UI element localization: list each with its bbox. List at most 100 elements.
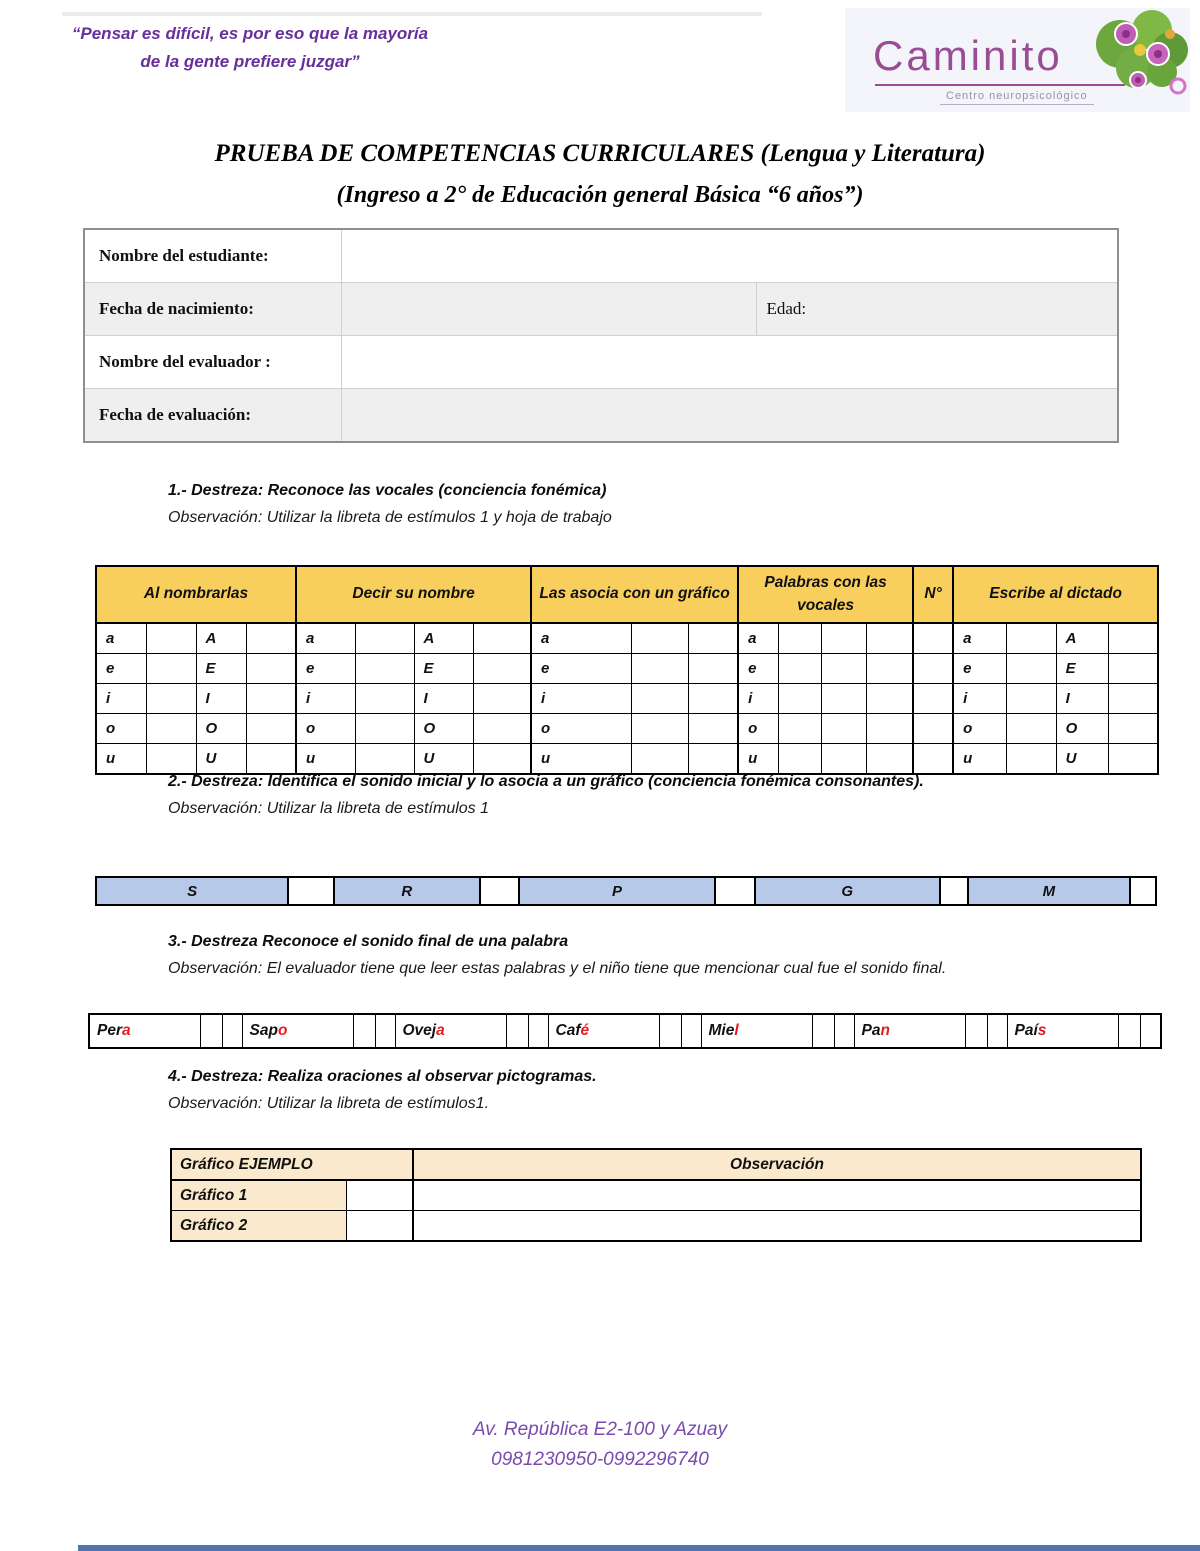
student-name-label: Nombre del estudiante: (83, 228, 342, 283)
score-cell (354, 653, 415, 684)
score-cell (630, 653, 689, 684)
section1-observation: Observación: Utilizar la libreta de estí… (168, 509, 612, 526)
score-cell (145, 622, 197, 654)
word-cafe: Café (547, 1013, 660, 1049)
final-letter: a (436, 1022, 445, 1039)
vowel-lower: i (295, 683, 356, 714)
final-letter: a (122, 1022, 131, 1039)
final-letter: o (277, 1022, 288, 1039)
score-cell (820, 622, 867, 654)
vowel-upper: U (1055, 743, 1109, 775)
eval-date-field (340, 388, 1119, 443)
col-header-asocia-grafico: Las asocia con un gráfico (530, 565, 739, 624)
section2-heading: 2.- Destreza: Identifica el sonido inici… (168, 773, 924, 790)
vowel-lower: u (737, 743, 779, 775)
score-cell (221, 1013, 243, 1049)
info-row-student-name: Nombre del estudiante: (83, 228, 1119, 283)
score-cell (687, 713, 739, 744)
vowel-lower: e (530, 653, 632, 684)
score-cell (1005, 743, 1057, 775)
logo-underline (875, 84, 1125, 86)
score-cell (1005, 653, 1057, 684)
score-cell (145, 743, 197, 775)
evaluator-label: Nombre del evaluador : (83, 335, 342, 389)
vowel-lower: i (530, 683, 632, 714)
score-cell (472, 743, 532, 775)
vowel-upper: O (1055, 713, 1109, 744)
score-cell (1107, 713, 1159, 744)
vowel-lower: e (737, 653, 779, 684)
scan-artifact-line (62, 12, 762, 16)
vowel-upper: E (1055, 653, 1109, 684)
score-cell (245, 683, 297, 714)
vowel-upper: A (413, 622, 474, 654)
score-cell (480, 878, 521, 904)
section2-observation: Observación: Utilizar la libreta de estí… (168, 800, 490, 817)
score-cell (820, 653, 867, 684)
header-quote: “Pensar es difícil, es por eso que la ma… (40, 20, 460, 76)
section4-observation: Observación: Utilizar la libreta de estí… (168, 1095, 490, 1112)
vowel-lower: u (95, 743, 147, 775)
score-cell (245, 743, 297, 775)
quote-line-2: de la gente prefiere juzgar” (140, 52, 360, 72)
score-cell (630, 713, 689, 744)
score-cell (777, 622, 822, 654)
footer-address: Av. República E2-100 y Azuay (472, 1419, 728, 1440)
section1-heading: 1.- Destreza: Reconoce las vocales (conc… (168, 482, 607, 499)
score-cell (1131, 878, 1156, 904)
score-cell (472, 653, 532, 684)
word-pais: País (1006, 1013, 1119, 1049)
score-cell (986, 1013, 1008, 1049)
score-cell (145, 683, 197, 714)
eval-date-label: Fecha de evaluación: (83, 388, 342, 443)
score-cell (472, 683, 532, 714)
score-cell (1005, 683, 1057, 714)
vowel-lower: o (95, 713, 147, 744)
score-cell (352, 1013, 376, 1049)
score-cell (687, 622, 739, 654)
score-cell (1107, 683, 1159, 714)
logo-subtitle: Centro neuropsicológico (940, 90, 1094, 105)
score-cell (687, 683, 739, 714)
vowel-upper: A (195, 622, 247, 654)
numero-cell (912, 653, 954, 684)
word-pera: Pera (88, 1013, 201, 1049)
word-oveja: Oveja (394, 1013, 507, 1049)
col-header-al-nombrarlas: Al nombrarlas (94, 565, 297, 624)
score-cell (345, 1179, 414, 1211)
vowel-lower: a (737, 622, 779, 654)
score-cell (777, 653, 822, 684)
vowel-upper: U (413, 743, 474, 775)
score-cell (1107, 622, 1159, 654)
vowel-lower: e (295, 653, 356, 684)
consonant-cell-s: S (97, 878, 290, 904)
score-cell (658, 1013, 682, 1049)
vowel-upper: O (195, 713, 247, 744)
consonant-cell-p: P (520, 878, 716, 904)
evaluator-field (340, 335, 1119, 389)
score-cell (820, 743, 867, 775)
quote-line-1: “Pensar es difícil, es por eso que la ma… (71, 24, 429, 43)
score-cell (630, 622, 689, 654)
vowel-lower: u (295, 743, 356, 775)
footer-phones: 0981230950-0992296740 (491, 1449, 709, 1471)
score-cell (1005, 713, 1057, 744)
score-cell (777, 683, 822, 714)
observacion-header: Observación (412, 1148, 1142, 1181)
col-header-decir-su-nombre: Decir su nombre (295, 565, 532, 624)
score-cell (245, 713, 297, 744)
score-cell (374, 1013, 396, 1049)
vowel-lower: u (952, 743, 1007, 775)
score-cell (820, 683, 867, 714)
vowel-lower: u (530, 743, 632, 775)
vowel-lower: a (295, 622, 356, 654)
vowel-lower: e (952, 653, 1007, 684)
score-cell (833, 1013, 855, 1049)
grafico-1-row: Gráfico 1 (170, 1179, 1142, 1211)
vowel-lower: o (530, 713, 632, 744)
